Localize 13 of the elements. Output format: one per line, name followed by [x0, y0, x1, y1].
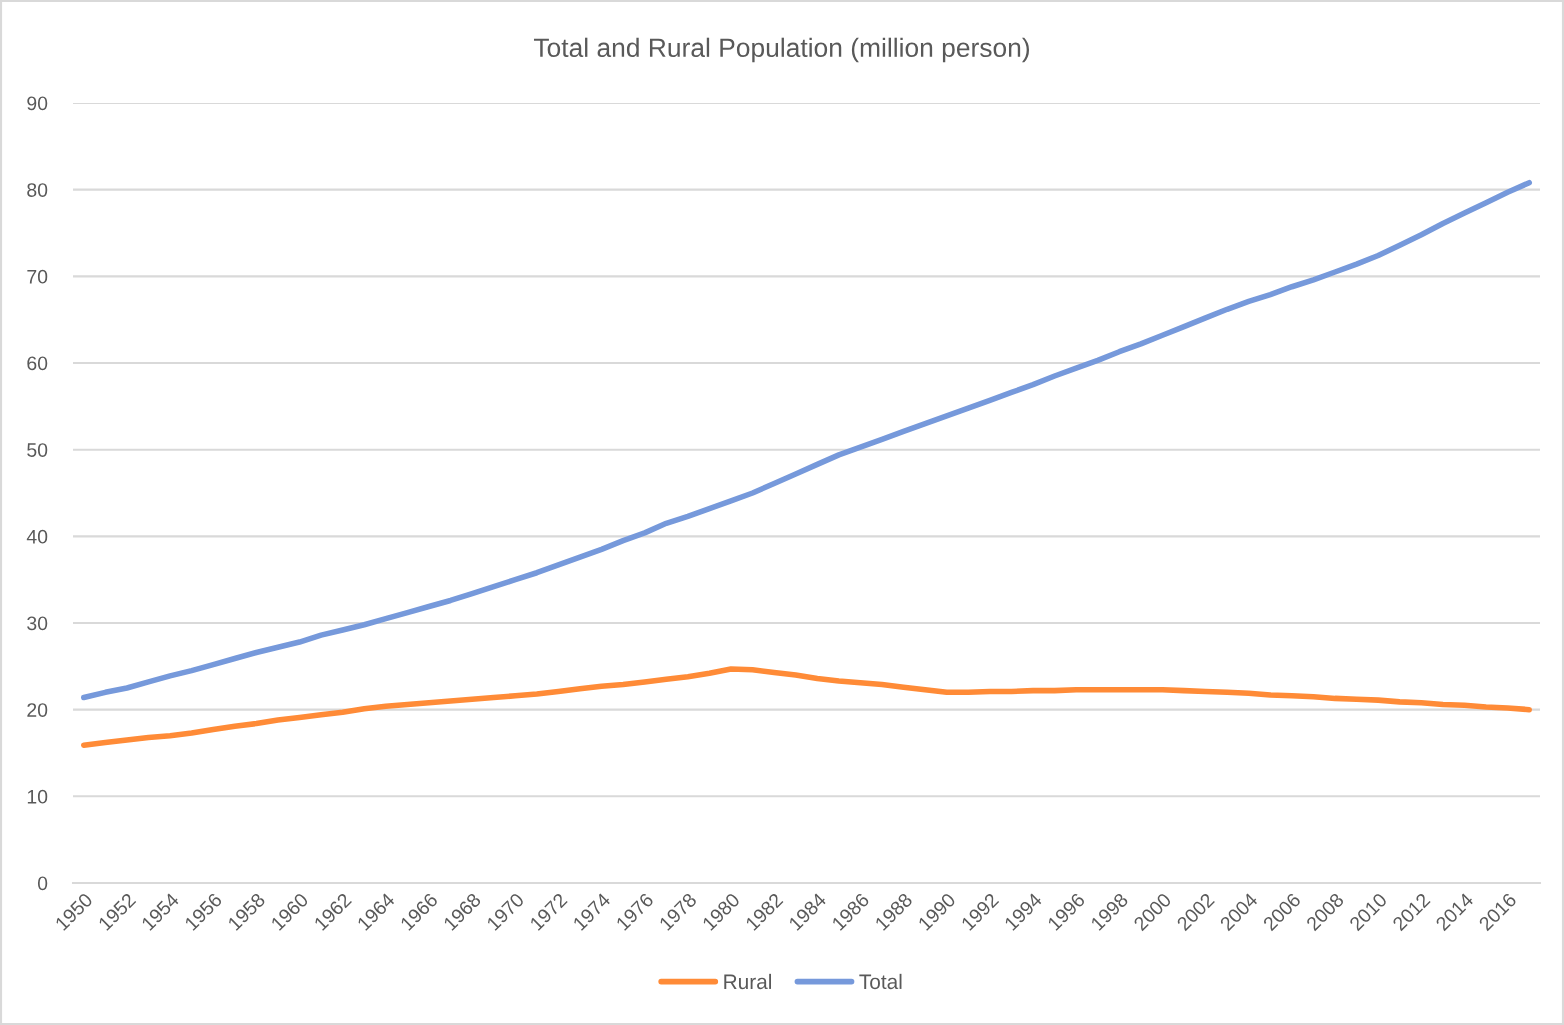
y-tick-label: 70: [27, 269, 48, 284]
y-tick-label: 90: [27, 96, 48, 111]
legend-label: Rural: [724, 973, 771, 990]
chart-title: Total and Rural Population (million person): [533, 37, 1029, 63]
legend-label: Total: [859, 973, 902, 990]
y-tick-label: 10: [27, 789, 48, 804]
y-tick-label: 0: [37, 876, 48, 891]
y-tick-label: 40: [26, 529, 48, 544]
y-tick-label: 20: [27, 703, 48, 717]
y-tick-label: 80: [27, 183, 48, 197]
y-tick-label: 50: [27, 443, 48, 457]
y-tick-label: 60: [27, 356, 48, 371]
y-tick-label: 30: [27, 616, 48, 631]
